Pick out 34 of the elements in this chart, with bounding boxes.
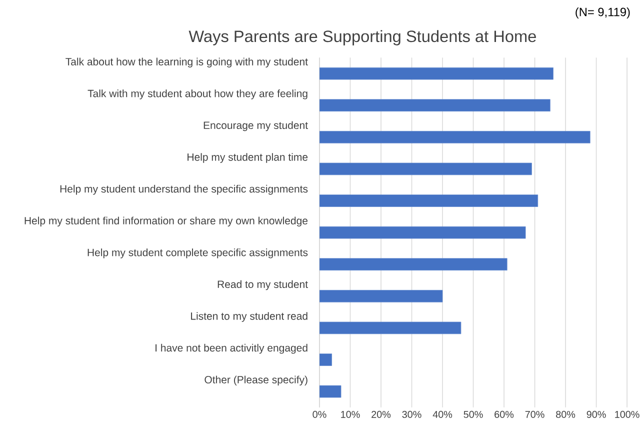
x-tick-label: 10% — [341, 410, 360, 418]
chart-title: Ways Parents are Supporting Students at Home — [188, 30, 536, 46]
bar — [319, 290, 443, 302]
x-tick-label: 100% — [615, 410, 640, 418]
bar — [319, 258, 508, 270]
x-tick-label: 50% — [464, 410, 483, 418]
y-tick-label: Help my student understand the specific assignments — [60, 184, 308, 195]
bar — [319, 322, 462, 334]
x-tick-label: 70% — [525, 410, 544, 418]
x-tick-label: 30% — [402, 410, 422, 418]
text: (N= 9,119) — [576, 7, 630, 18]
y-tick-label: Encourage my student — [204, 121, 308, 131]
y-tick-label: Listen to my student read — [191, 312, 308, 322]
y-tick-label: Talk with my student about how they are feeling — [88, 89, 308, 100]
bar — [319, 194, 538, 207]
y-tick-label: Talk about how the learning is going with my student — [66, 58, 308, 68]
bar — [319, 99, 550, 112]
y-tick-label: Help my student plan time — [188, 152, 308, 163]
x-tick-label: 0% — [312, 410, 326, 418]
y-tick-label: Read to my student — [218, 280, 308, 290]
bar — [319, 130, 590, 144]
x-tick-label: 90% — [586, 410, 606, 418]
x-tick-label: 20% — [372, 410, 391, 418]
x-tick-label: 80% — [556, 410, 576, 418]
bar — [319, 354, 332, 366]
y-tick-label: Help my student find information or share my own knowledge — [24, 216, 308, 226]
bar — [319, 162, 532, 175]
bar — [319, 226, 526, 239]
y-tick-label: Other (Please specify) — [204, 376, 308, 386]
y-tick-label: I have not been activitly engaged — [156, 344, 308, 354]
bar — [319, 67, 554, 80]
x-tick-label: 40% — [432, 410, 452, 418]
y-tick-label: Help my student complete specific assignments — [88, 248, 308, 258]
x-tick-label: 60% — [494, 410, 514, 418]
